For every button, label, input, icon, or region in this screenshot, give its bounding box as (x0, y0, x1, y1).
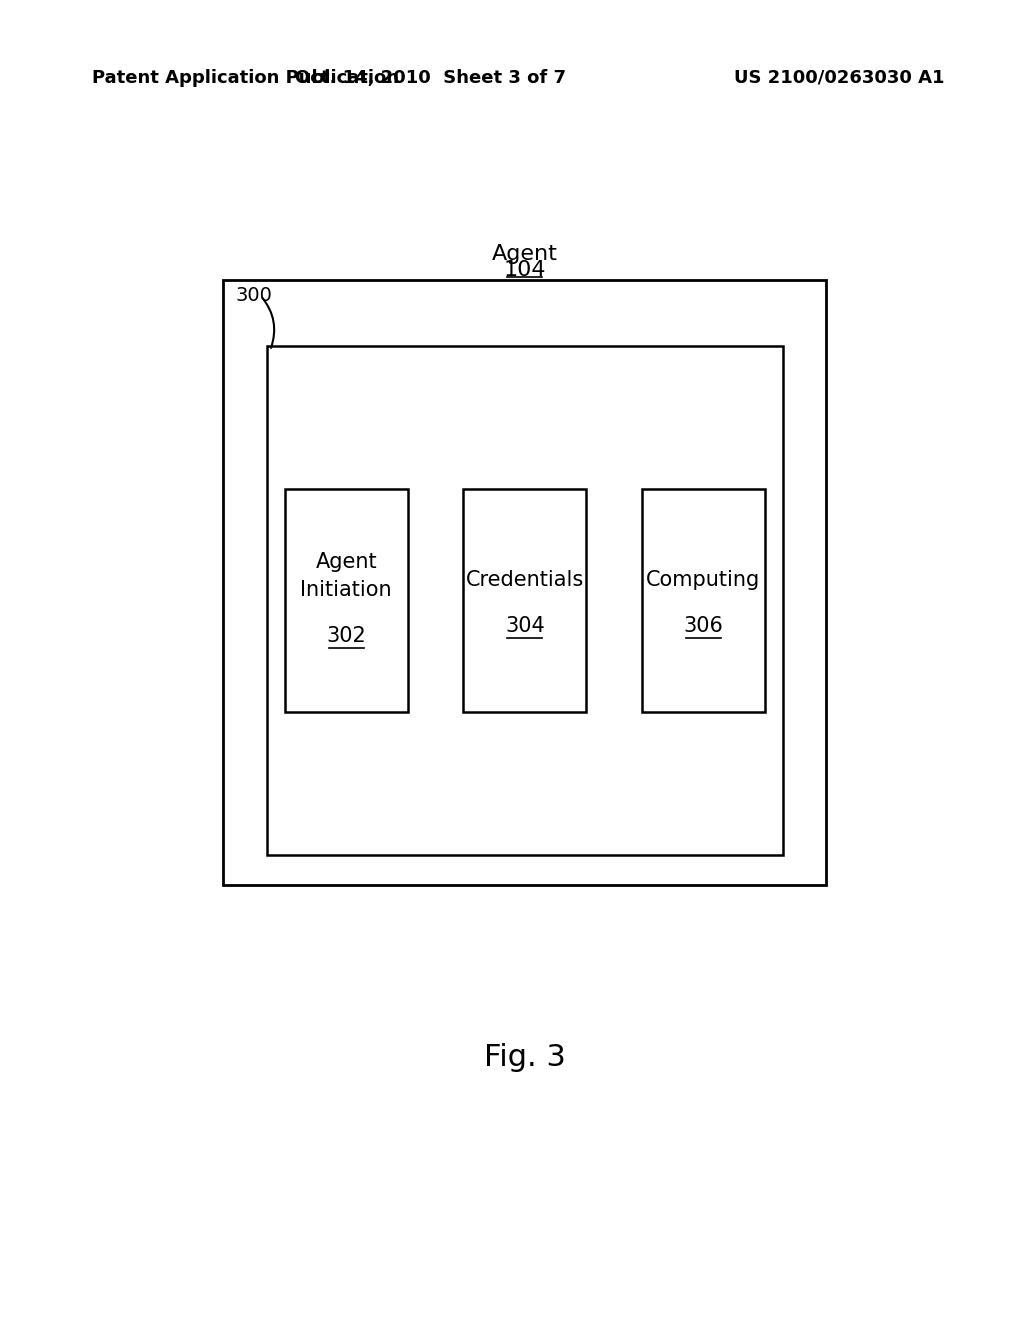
Bar (267, 346, 782, 854)
Text: Patent Application Publication: Patent Application Publication (92, 69, 399, 87)
Text: Fig. 3: Fig. 3 (484, 1043, 565, 1072)
Text: 104: 104 (504, 260, 546, 280)
Bar (463, 488, 587, 713)
Text: Agent: Agent (315, 552, 377, 572)
Text: Credentials: Credentials (466, 570, 584, 590)
Text: US 2100/0263030 A1: US 2100/0263030 A1 (734, 69, 945, 87)
Text: Oct. 14, 2010  Sheet 3 of 7: Oct. 14, 2010 Sheet 3 of 7 (295, 69, 565, 87)
Bar (223, 280, 826, 886)
Text: 304: 304 (505, 616, 545, 636)
Text: Computing: Computing (646, 570, 761, 590)
Text: 300: 300 (236, 286, 272, 305)
Bar (642, 488, 765, 713)
Text: Agent: Agent (492, 244, 558, 264)
Text: 306: 306 (683, 616, 723, 636)
Bar (285, 488, 408, 713)
Text: 302: 302 (327, 626, 367, 645)
Text: Initiation: Initiation (300, 581, 392, 601)
